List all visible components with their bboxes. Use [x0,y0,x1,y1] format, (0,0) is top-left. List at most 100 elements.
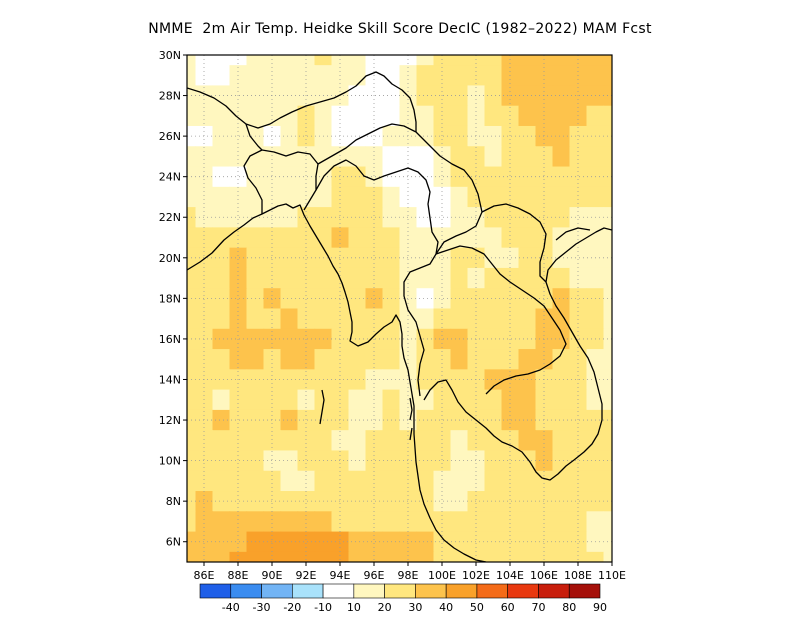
field-cell [263,531,282,553]
field-cell [467,491,486,512]
field-cell [484,288,503,310]
field-cell [212,349,231,370]
field-cell [586,55,605,66]
lat-tick-label: 20N [159,252,181,265]
field-cell [297,267,316,289]
field-cell [416,105,435,127]
field-cell [195,450,214,472]
colorbar-swatch [230,583,262,599]
field-cell [280,288,299,310]
field-cell [501,511,520,533]
field-cell [195,409,214,431]
field-cell [569,389,588,411]
field-cell [246,551,265,562]
field-cell [212,511,231,533]
coastlines-and-borders [187,71,612,562]
field-cell [484,227,503,249]
field-cell [331,531,350,553]
field-cell [484,105,503,127]
colorbar-swatch [415,583,447,599]
field-cell [433,551,452,562]
field-cell [263,288,282,310]
field-cell [399,531,418,553]
field-cell [569,511,588,533]
field-cell [433,430,452,452]
field-cell [484,65,503,87]
field-cell [586,186,605,208]
field-cell [484,166,503,188]
field-cell [433,186,452,208]
field-cell [195,207,214,228]
field-cell [467,166,486,188]
colorbar-label: 70 [531,601,545,614]
field-cell [586,105,605,127]
field-cell [484,55,503,66]
lon-tick-label: 96E [364,569,385,582]
lon-tick-label: 98E [398,569,419,582]
field-cell [416,227,435,249]
field-cell [195,146,214,168]
field-cell [348,308,367,330]
field-cell [280,389,299,411]
field-cell [535,491,554,512]
field-cell [365,207,384,228]
field-cell [212,55,231,66]
lat-tick-label: 18N [159,292,181,305]
field-cell [331,450,350,472]
field-cell [280,409,299,431]
field-cell [280,166,299,188]
field-cell [297,308,316,330]
field-cell [467,389,486,411]
field-cell [416,491,435,512]
field-cell [399,105,418,127]
colorbar-swatch [199,583,232,599]
field-cell [535,247,554,269]
field-cell [484,207,503,228]
field-cell [552,105,571,127]
field-cell [382,65,401,87]
field-cell [263,207,282,228]
field-cell [433,308,452,330]
field-cell [297,531,316,553]
field-cell [348,491,367,512]
field-cell [187,146,197,168]
latitude-axis: 6N 8N 10N 12N 14N 16N 18N 20N 22N 24N 26N 28N 30N [159,49,187,549]
field-cell [263,105,282,127]
field-cell [416,389,435,411]
field-cell [433,450,452,472]
field-cell [348,85,367,107]
field-cell [263,511,282,533]
field-cell [229,207,248,228]
field-cell [518,511,537,533]
field-cell [416,409,435,431]
lon-tick-label: 92E [296,569,317,582]
field-cell [195,551,214,562]
field-cell [399,247,418,269]
lat-lon-grid [187,55,612,562]
field-cell [382,470,401,492]
border-myanmar [315,159,439,397]
field-cell [501,267,520,289]
field-cell [297,409,316,431]
field-cell [212,328,231,350]
field-cell [603,430,612,452]
field-cell [416,369,435,391]
field-cell [297,430,316,452]
field-cell [331,55,350,66]
field-cell [365,511,384,533]
field-cell [365,409,384,431]
field-cell [212,247,231,269]
field-cell [195,531,214,553]
lon-tick-label: 106E [530,569,558,582]
field-cell [416,125,435,147]
field-cell [382,146,401,168]
field-cell [586,227,605,249]
colorbar-label: -40 [222,601,240,614]
field-cell [212,105,231,127]
field-cell [212,207,231,228]
field-cell [297,125,316,147]
colorbar-label: -10 [314,601,332,614]
field-cell [501,166,520,188]
field-cell [187,55,197,66]
colorbar-swatch [384,583,416,599]
